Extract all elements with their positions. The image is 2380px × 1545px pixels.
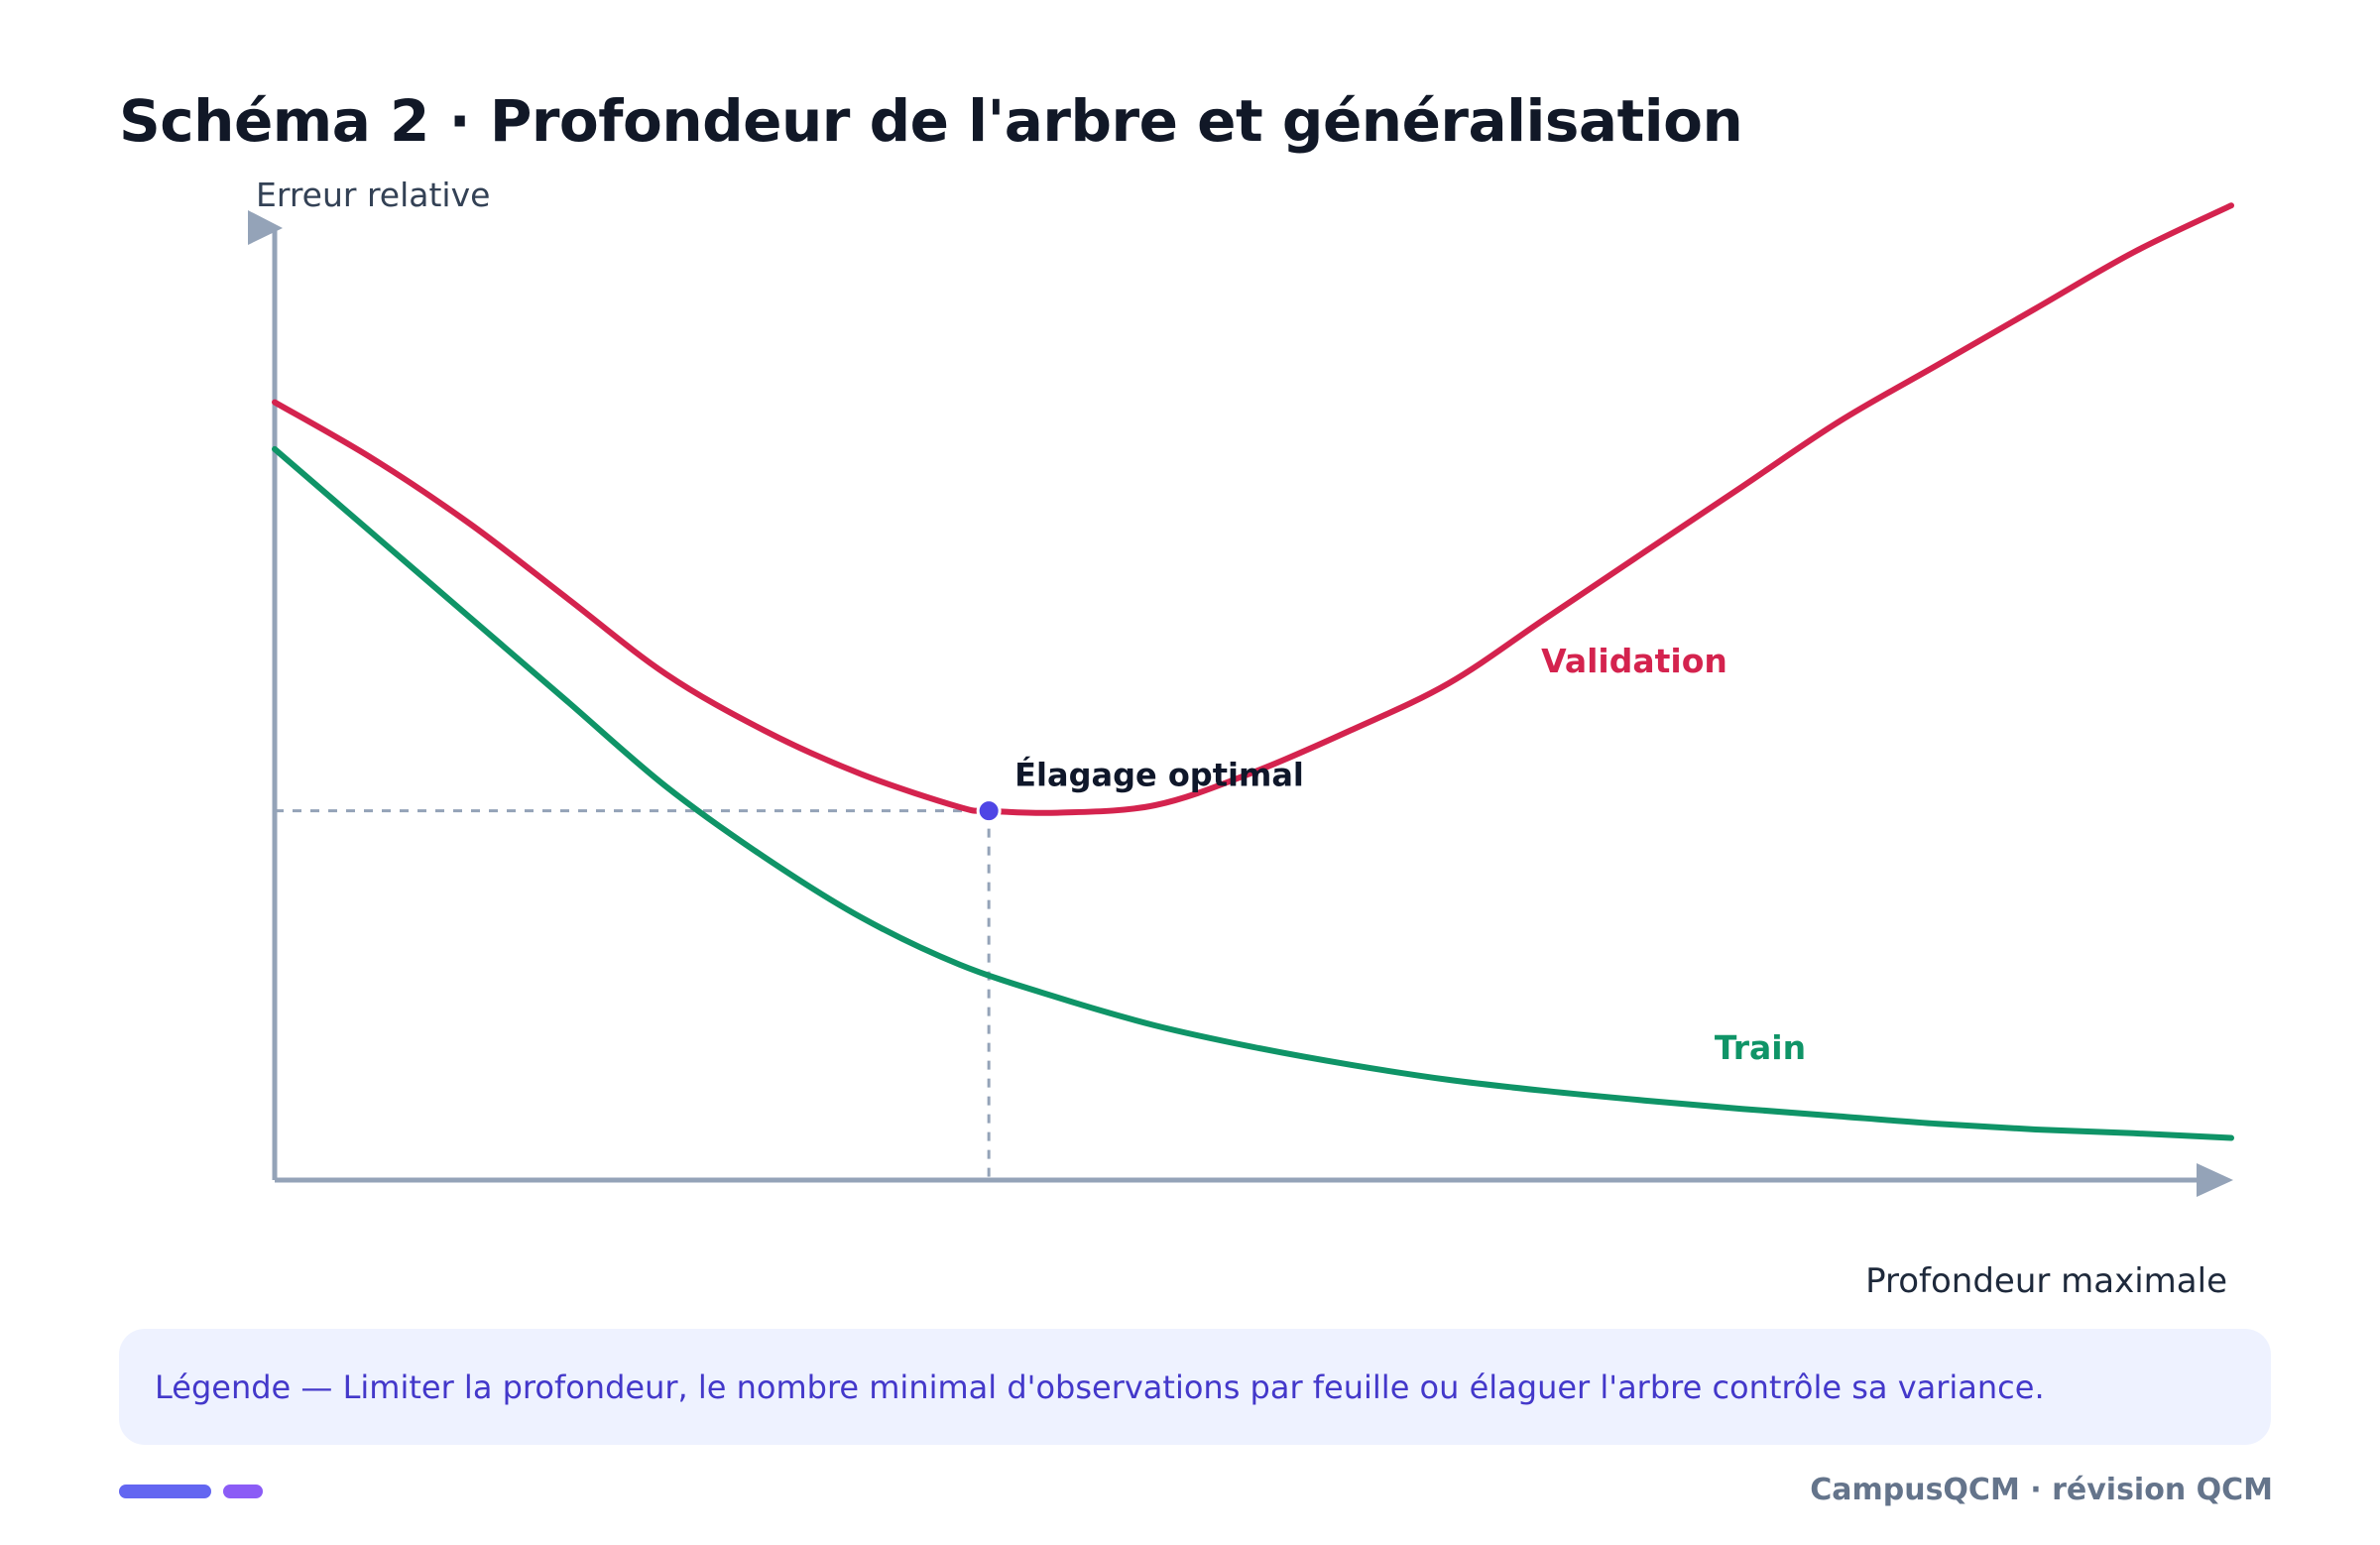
legend-text: Légende — Limiter la profondeur, le nomb… [155, 1367, 2045, 1406]
page-title: Schéma 2 · Profondeur de l'arbre et géné… [119, 87, 1743, 155]
series-line-validation [272, 202, 2234, 816]
x-axis-label: Profondeur maximale [1865, 1261, 2227, 1301]
annotation-optimum-label: Élagage optimal [1014, 757, 1304, 794]
series-label-background [1661, 1029, 1859, 1071]
y-axis-label: Erreur relative [256, 176, 490, 214]
decorative-pill [223, 1485, 263, 1498]
series-line-train [272, 445, 2234, 1141]
legend-note: Légende — Limiter la profondeur, le nomb… [119, 1329, 2271, 1445]
optimum-point [976, 798, 1002, 824]
y-axis-arrow-icon [248, 210, 283, 245]
series-label-train: Train [1715, 1028, 1806, 1067]
series-label-background [1535, 643, 1733, 684]
footer-brand: CampusQCM · révision QCM [1810, 1473, 2273, 1507]
decorative-pill [119, 1485, 211, 1498]
series-label-validation: Validation [1541, 642, 1727, 680]
x-axis-arrow-icon [2197, 1163, 2233, 1197]
